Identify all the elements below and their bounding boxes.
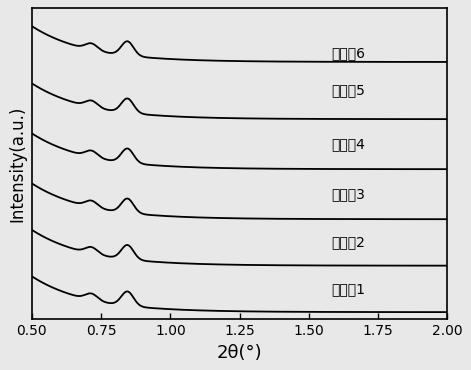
Text: 实施兦6: 实施兦6: [331, 46, 365, 60]
Text: 实施兦4: 实施兦4: [331, 137, 365, 151]
Text: 实施兦5: 实施兦5: [331, 84, 365, 97]
Text: 实施兦2: 实施兦2: [331, 235, 365, 249]
Text: 实施兦3: 实施兦3: [331, 187, 365, 201]
Text: 实施兦1: 实施兦1: [331, 282, 365, 296]
X-axis label: 2θ(°): 2θ(°): [217, 344, 262, 361]
Y-axis label: Intensity(a.u.): Intensity(a.u.): [8, 105, 26, 222]
